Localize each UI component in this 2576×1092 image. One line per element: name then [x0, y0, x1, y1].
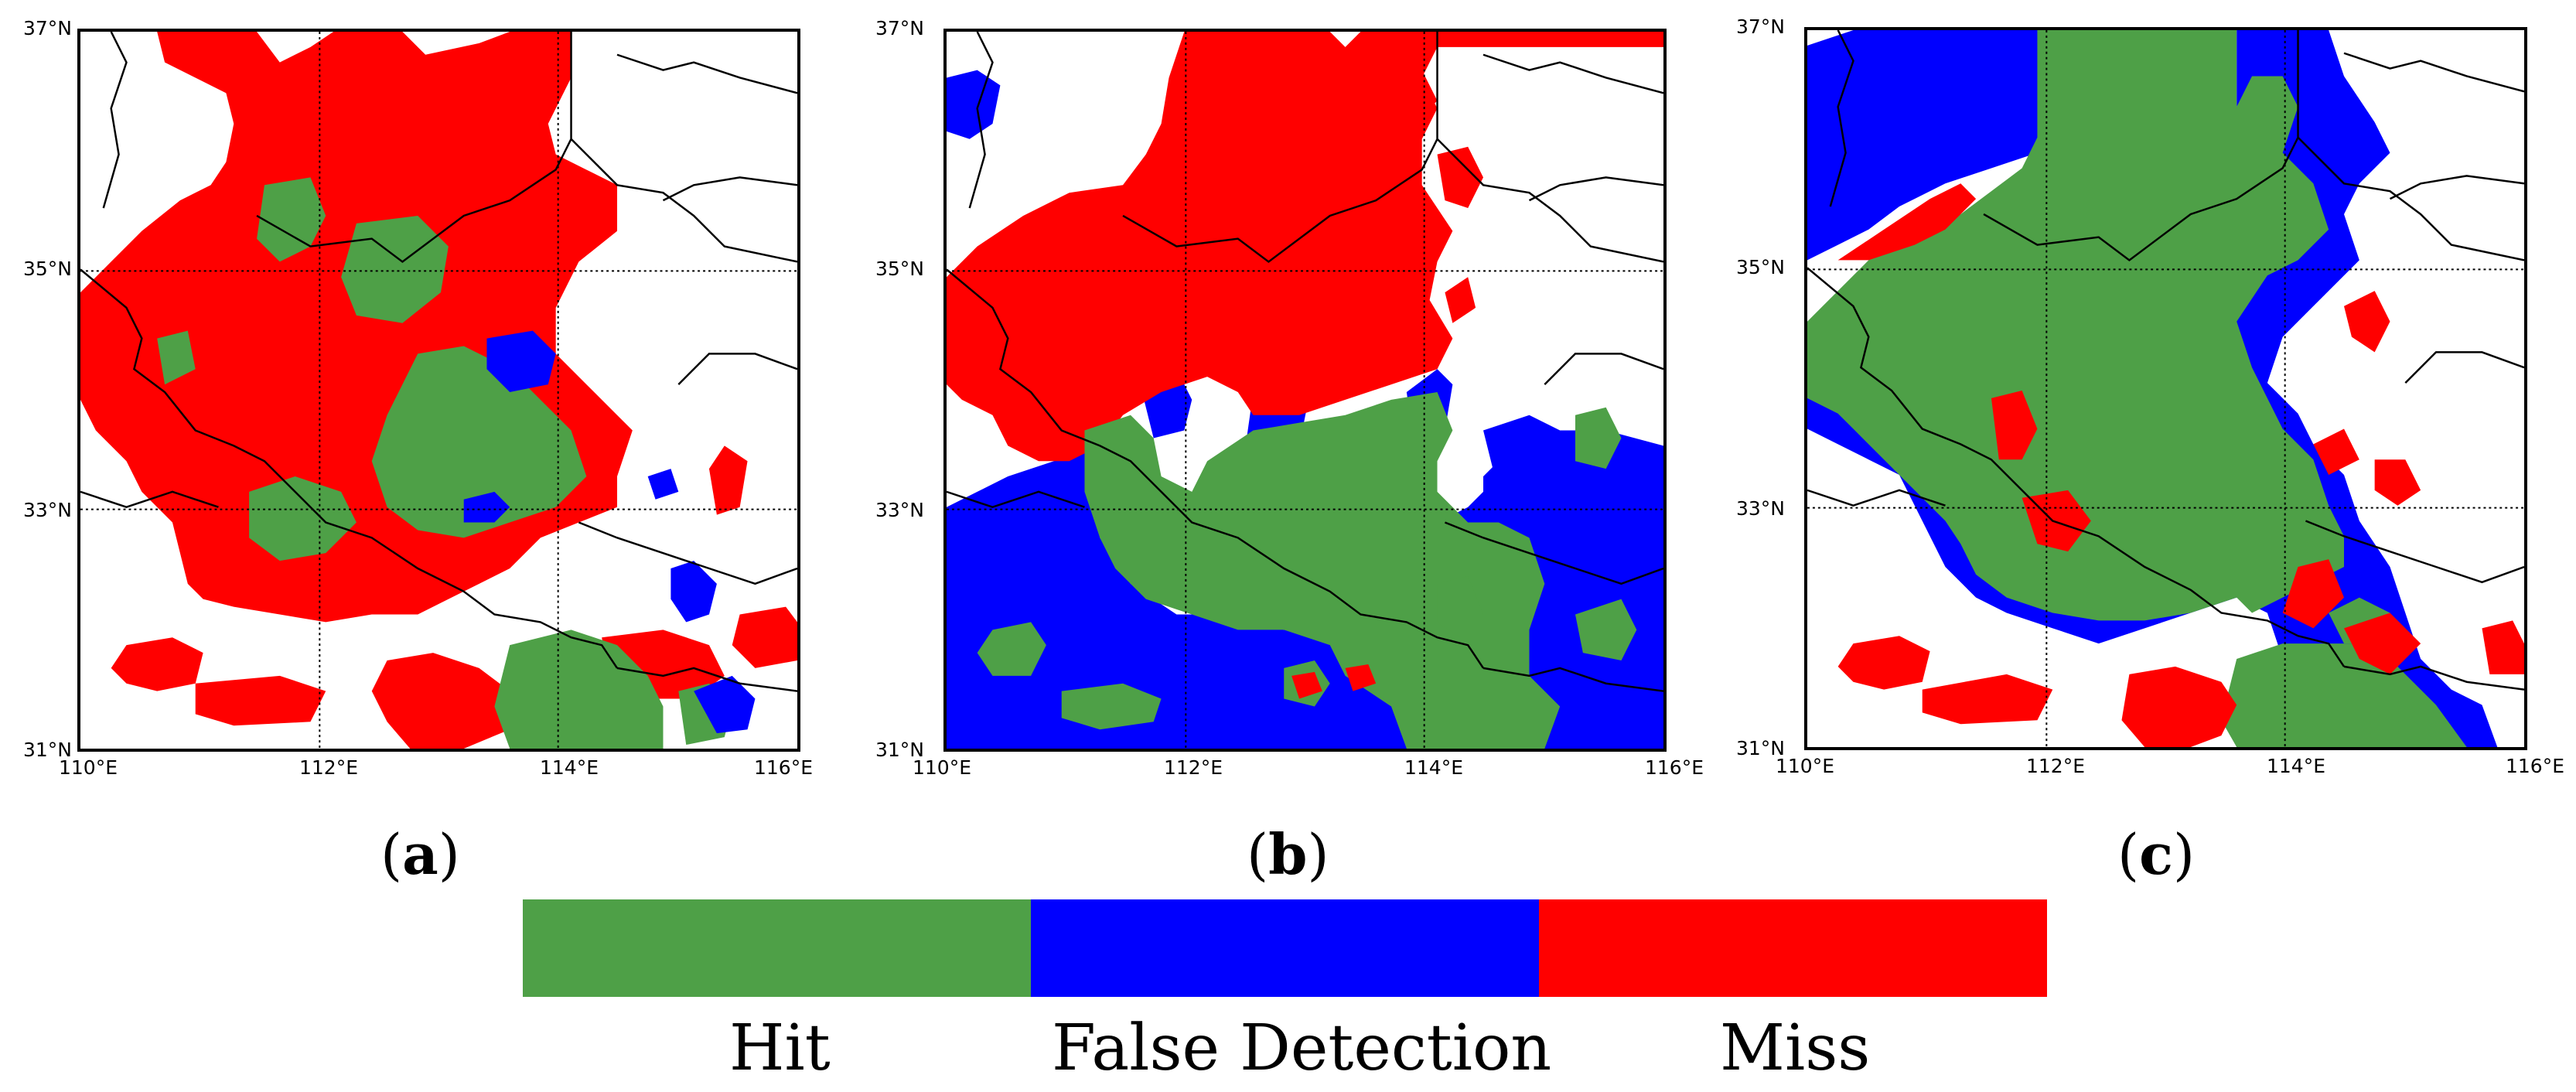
grid-lines [947, 32, 1663, 749]
lat-label-33: 33°N [23, 499, 73, 521]
panel-label-b: (b) [1247, 821, 1329, 887]
lat-label-35: 35°N [23, 258, 73, 280]
hit-regions [157, 177, 732, 749]
lon-label-114: 114°E [1404, 756, 1464, 779]
lon-label-112: 112°E [299, 756, 359, 779]
map-canvas-a [80, 32, 797, 749]
province-borders [947, 32, 1663, 692]
miss-small-regions [1291, 664, 1377, 699]
lon-label-114: 114°E [540, 756, 599, 779]
panel-label-c: (c) [2117, 821, 2196, 887]
miss-regions [947, 32, 1663, 462]
lon-label-110: 110°E [59, 756, 118, 779]
map-canvas-b [947, 32, 1663, 749]
legend-swatch-false-detection [1031, 899, 1539, 997]
grid-lines [80, 32, 797, 749]
lon-label-114: 114°E [2267, 755, 2326, 777]
province-borders [1807, 30, 2524, 691]
lat-label-33: 33°N [1736, 497, 1786, 520]
legend-colorbar [523, 899, 2047, 997]
lat-label-33: 33°N [875, 499, 925, 521]
lat-label-31: 31°N [875, 739, 925, 761]
lat-label-35: 35°N [1736, 256, 1786, 278]
grid-lines [1807, 30, 2524, 747]
false-detection-regions [463, 330, 756, 734]
lat-label-37: 37°N [1736, 15, 1786, 38]
map-canvas-c [1807, 30, 2524, 747]
lon-label-116: 116°E [2506, 755, 2565, 777]
panel-label-a: (a) [380, 821, 460, 887]
hit-regions [1807, 30, 2467, 747]
legend-swatch-hit [523, 899, 1031, 997]
lon-label-116: 116°E [754, 756, 814, 779]
lat-label-31: 31°N [1736, 737, 1786, 759]
map-frame-a [77, 29, 800, 752]
lon-label-110: 110°E [1776, 755, 1835, 777]
lon-label-116: 116°E [1645, 756, 1704, 779]
lat-label-35: 35°N [875, 258, 925, 280]
legend-label-miss: Miss [1720, 1012, 1871, 1085]
legend-label-false-detection: False Detection [1052, 1012, 1552, 1085]
lon-label-112: 112°E [2026, 755, 2086, 777]
lat-label-37: 37°N [875, 17, 925, 39]
hit-regions [977, 391, 1637, 749]
province-borders [80, 32, 797, 692]
lat-label-37: 37°N [23, 17, 73, 39]
legend-label-hit: Hit [729, 1012, 831, 1085]
map-frame-c [1804, 27, 2527, 750]
miss-regions [1837, 183, 2524, 747]
lat-label-31: 31°N [23, 739, 73, 761]
map-frame-b [943, 29, 1667, 752]
lon-label-110: 110°E [913, 756, 972, 779]
lon-label-112: 112°E [1164, 756, 1223, 779]
legend-swatch-miss [1539, 899, 2047, 997]
